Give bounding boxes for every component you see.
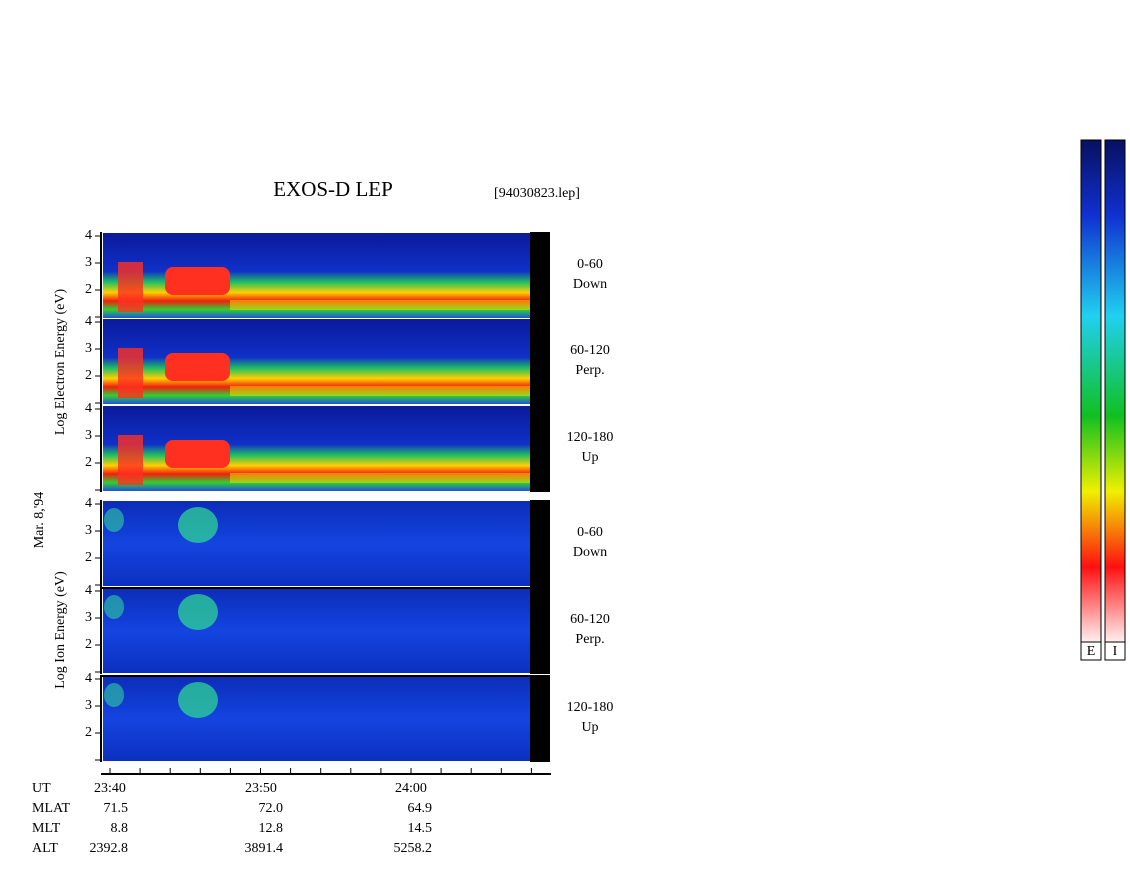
direction-label: Perp. (575, 632, 604, 647)
hot-patch (118, 262, 143, 312)
hot-patch (165, 353, 230, 381)
colorbar (1080, 139, 1102, 643)
ion-patch (104, 595, 124, 619)
plots: Log Electron Energy (eV) 4 3 2 0-60 Down 4 3 2 60… (53, 228, 613, 762)
band (230, 386, 530, 396)
ion-patch (104, 683, 124, 707)
y-axis-label: Log Ion Energy (eV) (53, 571, 68, 689)
row-value: 3891.4 (245, 841, 284, 856)
colorbar-label-box (1080, 641, 1102, 661)
angle-label: 120-180 (567, 430, 614, 445)
row-label: MLAT (32, 801, 71, 816)
y-tick-label: 4 (85, 583, 92, 598)
y-tick-label: 3 (85, 341, 92, 356)
row-value: 24:00 (395, 781, 427, 796)
y-tick-label: 2 (85, 282, 92, 297)
colorbar (1104, 139, 1126, 643)
row-value: 5258.2 (394, 841, 433, 856)
spectrogram (103, 501, 530, 586)
y-tick-label: 3 (85, 255, 92, 270)
row-label: ALT (32, 841, 58, 856)
direction-label: Down (573, 545, 607, 560)
y-tick-label: 2 (85, 455, 92, 470)
direction-label: Perp. (575, 363, 604, 378)
spectrogram (103, 676, 530, 761)
y-tick-label: 3 (85, 428, 92, 443)
band (230, 300, 530, 310)
y-tick-label: 4 (85, 401, 92, 416)
direction-label: Up (581, 720, 598, 735)
hot-patch (165, 267, 230, 295)
angle-label: 60-120 (570, 612, 610, 627)
row-value: 72.0 (259, 801, 284, 816)
spectrogram-bg (530, 675, 550, 762)
y-tick-label: 4 (85, 228, 92, 243)
hot-patch (118, 435, 143, 485)
ion-patch (178, 682, 218, 718)
band (230, 473, 530, 483)
hot-patch (118, 348, 143, 398)
y-tick-label: 4 (85, 671, 92, 686)
direction-label: Up (581, 450, 598, 465)
colorbar-label: E (1087, 644, 1096, 659)
y-tick-label: 3 (85, 523, 92, 538)
spectrogram-bg (530, 232, 550, 319)
angle-label: 0-60 (577, 525, 603, 540)
spectrogram-bg (530, 500, 550, 587)
y-tick-label: 3 (85, 610, 92, 625)
row-value: 8.8 (111, 821, 129, 836)
spectrogram (103, 588, 530, 673)
y-tick-label: 4 (85, 496, 92, 511)
angle-label: 60-120 (570, 343, 610, 358)
y-tick-label: 2 (85, 550, 92, 565)
ion-patch (104, 508, 124, 532)
y-tick-label: 2 (85, 637, 92, 652)
y-tick-label: 2 (85, 368, 92, 383)
ion-patch (178, 594, 218, 630)
colorbar-label: I (1113, 644, 1118, 659)
row-value: 12.8 (259, 821, 284, 836)
y-tick-label: 2 (85, 725, 92, 740)
row-label: UT (32, 781, 51, 796)
file-name: [94030823.lep] (494, 186, 580, 201)
y-axis-label: Log Electron Energy (eV) (53, 289, 68, 436)
row-value: 71.5 (104, 801, 129, 816)
date: Mar. 8,'94 (32, 492, 47, 549)
angle-label: 120-180 (567, 700, 614, 715)
ion-patch (178, 507, 218, 543)
spectrogram-bg (530, 587, 550, 674)
y-tick-label: 3 (85, 698, 92, 713)
hot-patch (165, 440, 230, 468)
spectrogram-bg (530, 405, 550, 492)
row-value: 23:50 (245, 781, 277, 796)
time-ticks (109, 768, 532, 774)
row-value: 64.9 (408, 801, 433, 816)
y-tick-label: 4 (85, 314, 92, 329)
row-value: 23:40 (94, 781, 126, 796)
angle-label: 0-60 (577, 257, 603, 272)
orbit-table: UT 23:40 23:50 24:00 MLAT 71.5 72.0 64.9 MLT 8.8 1… (32, 781, 432, 856)
row-value: 14.5 (408, 821, 433, 836)
direction-label: Down (573, 277, 607, 292)
row-value: 2392.8 (90, 841, 129, 856)
title: EXOS-D LEP (273, 177, 393, 201)
row-label: MLT (32, 821, 61, 836)
colorbar-label-box (1104, 641, 1126, 661)
spectrogram-bg (530, 318, 550, 405)
